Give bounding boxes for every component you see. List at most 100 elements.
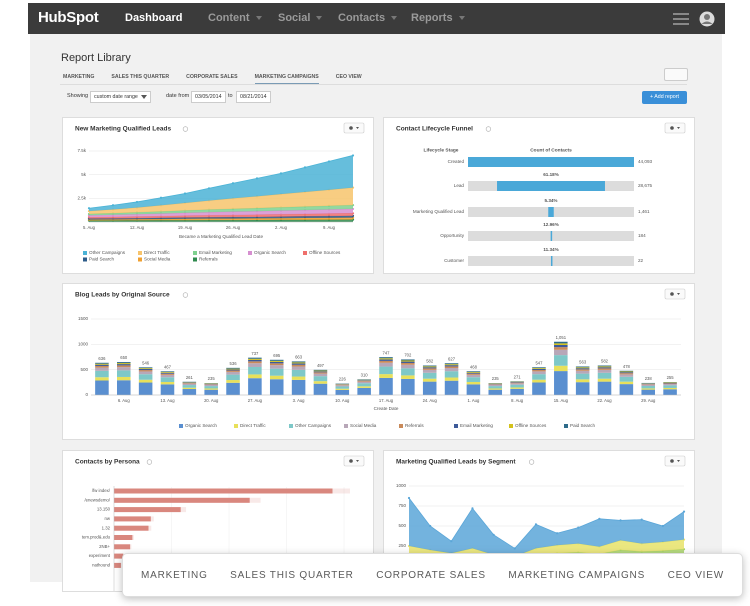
nav-item[interactable]: Dashboard: [125, 12, 183, 24]
bar-total-label: 702: [404, 353, 412, 358]
legend-swatch: [509, 424, 513, 428]
bar-segment: [226, 370, 240, 372]
bar-segment: [357, 380, 371, 381]
bar-segment: [554, 347, 568, 350]
point: [303, 166, 307, 169]
nav-item[interactable]: Content: [208, 12, 262, 24]
bar-segment: [510, 384, 524, 388]
bar-segment: [597, 372, 612, 379]
point: [111, 204, 115, 207]
filter-label: Showing: [67, 93, 89, 99]
y-tick-label: /fw index/: [92, 488, 111, 493]
tab[interactable]: MARKETING: [141, 569, 208, 581]
from-date[interactable]: 03/05/2014: [191, 91, 226, 103]
bar-segment: [488, 384, 503, 387]
bar-segment: [182, 389, 197, 395]
point: [492, 533, 495, 536]
bar-segment: [313, 372, 328, 374]
to-date[interactable]: 08/21/2014: [236, 91, 271, 103]
bar-segment: [444, 367, 459, 372]
bar-segment: [204, 384, 218, 387]
point: [640, 518, 643, 521]
gear-icon: [349, 459, 353, 463]
bar-segment: [532, 382, 546, 395]
bar-segment: [619, 371, 634, 373]
tab[interactable]: MARKETING CAMPAIGNS: [254, 74, 319, 84]
area-fill: [89, 187, 353, 214]
area-line: [88, 212, 354, 218]
tab[interactable]: CORPORATE SALES: [186, 74, 238, 80]
from-label: date from: [166, 93, 190, 99]
nav-item[interactable]: Contacts: [338, 12, 398, 24]
legend-swatch: [289, 424, 293, 428]
avatar-head: [704, 14, 710, 20]
bar-segment: [488, 386, 503, 389]
point: [619, 519, 622, 522]
tab[interactable]: MARKETING: [63, 74, 95, 80]
bar-segment: [597, 367, 612, 369]
menu-icon[interactable]: [673, 13, 689, 25]
y-tick-label: 2.5k: [77, 196, 86, 201]
bar-segment: [422, 369, 437, 373]
bar-segment: [597, 366, 612, 368]
bar-total-label: 271: [514, 374, 522, 379]
bar-segment: [401, 360, 415, 362]
bar-segment: [335, 385, 350, 387]
bar-segment: [466, 381, 481, 385]
panel-settings-button[interactable]: [343, 122, 365, 134]
tab[interactable]: CORPORATE SALES: [376, 569, 486, 581]
add-report-button[interactable]: + Add report: [642, 91, 687, 104]
bar-segment: [117, 365, 131, 368]
bar-total-label: 582: [426, 359, 434, 364]
legend-swatch: [248, 251, 252, 255]
chart: Blog Leads by Original Source 0 500 1000 150…: [75, 288, 686, 428]
bar-segment: [138, 368, 153, 371]
y-tick-label: 0: [85, 392, 88, 397]
bar-segment: [117, 380, 131, 395]
bar-segment: [466, 371, 481, 373]
bar-total-label: 737: [251, 351, 259, 356]
bar-segment: [357, 383, 371, 387]
bar-segment: [357, 386, 371, 388]
bar-total-label: 546: [142, 360, 150, 365]
bar-segment: [291, 364, 306, 367]
bar-segment: [291, 366, 306, 370]
point: [682, 510, 686, 513]
bar-segment: [269, 375, 284, 380]
bar-segment: [554, 349, 568, 356]
bar-segment: [597, 365, 612, 367]
bar-segment: [226, 382, 240, 395]
logo[interactable]: HubSpot: [38, 9, 99, 26]
panel-settings-button[interactable]: [343, 455, 365, 467]
bar-segment: [291, 376, 306, 380]
legend-swatch: [303, 251, 307, 255]
info-icon: [182, 292, 188, 298]
bar-total-label: 255: [667, 375, 675, 380]
nav-item[interactable]: Social: [278, 12, 323, 24]
bar-segment: [532, 379, 546, 383]
point: [87, 207, 91, 210]
tab[interactable]: CEO VIEW: [667, 569, 724, 581]
x-tick-label: 2. Aug: [275, 225, 288, 230]
tab[interactable]: MARKETING CAMPAIGNS: [508, 569, 646, 581]
x-tick-label: 8. Aug: [511, 398, 524, 403]
bar: [114, 497, 250, 503]
panel: Contact Lifecycle Funnel Lifecycle Stage C…: [383, 117, 695, 274]
tab[interactable]: SALES THIS QUARTER: [230, 569, 354, 581]
legend-label: Paid Search: [89, 257, 114, 262]
bar-segment: [160, 371, 175, 373]
range-dropdown[interactable]: custom date range: [90, 91, 151, 103]
nav-item[interactable]: Reports: [411, 12, 465, 24]
bar-segment: [226, 380, 240, 383]
x-tick-label: 24. Aug: [423, 398, 438, 403]
tab[interactable]: SALES THIS QUARTER: [111, 74, 170, 80]
tab[interactable]: CEO VIEW: [335, 74, 362, 80]
panel-settings-button[interactable]: [664, 455, 686, 467]
panel-settings-button[interactable]: [664, 288, 686, 300]
panel-settings-button[interactable]: [664, 122, 686, 134]
bar-segment: [663, 389, 677, 395]
point: [429, 524, 432, 528]
settings-button[interactable]: [664, 68, 688, 81]
legend-label: Other Campaigns: [89, 250, 126, 255]
